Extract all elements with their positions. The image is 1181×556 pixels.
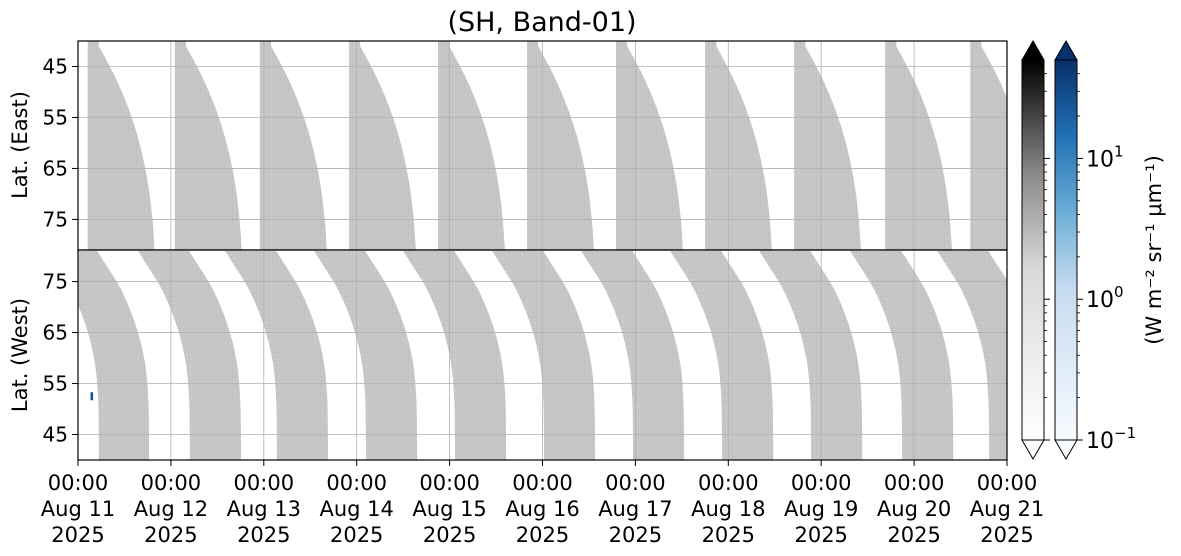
- chart-title: (SH, Band-01): [447, 7, 636, 38]
- x-tick-label: Aug 16: [505, 497, 579, 521]
- x-tick-label: Aug 12: [134, 497, 208, 521]
- x-tick-label: 2025: [144, 523, 197, 547]
- west-coverage-stripe: [670, 251, 774, 460]
- east-coverage-stripe: [885, 41, 952, 250]
- west-y-axis-label: Lat. (West): [8, 298, 32, 412]
- x-tick-label: 2025: [423, 523, 476, 547]
- west-coverage-stripe: [403, 251, 507, 460]
- west-y-tick-label: 55: [43, 372, 68, 396]
- colorbar-tick-label: 100: [1086, 283, 1124, 313]
- west-y-tick-label: 65: [43, 321, 68, 345]
- x-tick-label: 2025: [51, 523, 104, 547]
- west-coverage-stripe: [225, 251, 329, 460]
- x-tick-label: 00:00: [326, 471, 387, 495]
- east-coverage-layer: [87, 41, 1007, 250]
- east-y-ticks: 45 55 65 75: [43, 54, 78, 231]
- x-tick-label: 2025: [887, 523, 940, 547]
- west-coverage-stripe: [937, 251, 1007, 460]
- x-tick-label: 2025: [516, 523, 569, 547]
- x-tick-label: 00:00: [605, 471, 666, 495]
- east-coverage-stripe: [527, 41, 594, 250]
- colorbar-tick-label: 101: [1086, 142, 1124, 172]
- west-coverage-stripe: [314, 251, 418, 460]
- east-y-axis-label: Lat. (East): [8, 91, 32, 199]
- east-y-tick-label: 45: [43, 54, 68, 78]
- x-tick-label: Aug 19: [784, 497, 858, 521]
- x-tick-label: Aug 14: [319, 497, 393, 521]
- east-coverage-stripe: [174, 41, 242, 250]
- x-tick-label: 00:00: [234, 471, 295, 495]
- x-tick-label: 2025: [980, 523, 1033, 547]
- east-y-tick-label: 65: [43, 156, 68, 180]
- west-coverage-stripe: [78, 251, 150, 460]
- x-tick-label: 2025: [794, 523, 847, 547]
- east-coverage-stripe: [970, 41, 1007, 250]
- panel-west: 75 65 55 45 Lat. (West): [8, 251, 1007, 460]
- colorbar-gray-extend-min: [1021, 439, 1045, 460]
- x-tick-label: 00:00: [884, 471, 945, 495]
- colorbar-ticks: 101 100 10−1: [1044, 73, 1136, 454]
- west-coverage-stripe: [137, 251, 241, 460]
- x-tick-label: 00:00: [419, 471, 480, 495]
- west-y-tick-label: 75: [43, 270, 68, 294]
- west-grid: [78, 251, 1007, 460]
- west-y-tick-label: 45: [43, 423, 68, 447]
- west-y-ticks: 75 65 55 45: [43, 270, 78, 447]
- x-tick-label: 00:00: [512, 471, 573, 495]
- east-coverage-stripe: [87, 41, 155, 250]
- colorbar-blue-bar: [1054, 59, 1078, 441]
- colorbar-blue-extend-max: [1054, 40, 1078, 61]
- x-tick-label: 00:00: [977, 471, 1038, 495]
- east-grid: [78, 41, 1007, 250]
- x-tick-label: 2025: [330, 523, 383, 547]
- x-tick-label: 00:00: [698, 471, 759, 495]
- east-coverage-stripe: [794, 41, 861, 250]
- west-outlier-mark: [90, 392, 94, 401]
- x-tick-label: 2025: [702, 523, 755, 547]
- x-tick-label: 00:00: [791, 471, 852, 495]
- x-tick-label: 2025: [237, 523, 290, 547]
- east-y-tick-label: 75: [43, 207, 68, 231]
- x-tick-label: 00:00: [48, 471, 109, 495]
- west-coverage-stripe: [492, 251, 596, 460]
- x-tick-label: Aug 18: [691, 497, 765, 521]
- x-tick-label: 00:00: [141, 471, 202, 495]
- colorbar-gray-extend-max: [1021, 40, 1045, 61]
- west-coverage-stripe: [759, 251, 863, 460]
- east-coverage-stripe: [259, 41, 327, 250]
- colorbar-blue-extend-min: [1054, 439, 1078, 460]
- east-coverage-stripe: [705, 41, 772, 250]
- colorbar-label: (W m⁻² sr⁻¹ μm⁻¹): [1142, 155, 1166, 345]
- colorbar-tick-label: 10−1: [1086, 424, 1136, 454]
- x-tick-label: Aug 20: [877, 497, 951, 521]
- west-coverage-stripe: [850, 251, 954, 460]
- east-coverage-stripe: [437, 41, 505, 250]
- panel-east: 45 55 65 75 Lat. (East): [8, 41, 1007, 250]
- x-tick-label: Aug 15: [412, 497, 486, 521]
- x-tick-label: Aug 13: [227, 497, 301, 521]
- west-coverage-layer: [78, 251, 1007, 460]
- colorbar-gray: [1021, 40, 1045, 460]
- x-tick-label: 2025: [609, 523, 662, 547]
- x-tick-label: Aug 21: [970, 497, 1044, 521]
- colorbar-blue: [1054, 40, 1078, 460]
- east-coverage-stripe: [616, 41, 683, 250]
- east-coverage-stripe: [348, 41, 416, 250]
- east-y-tick-label: 55: [43, 105, 68, 129]
- x-tick-label: Aug 17: [598, 497, 672, 521]
- colorbar-gray-bar: [1021, 59, 1045, 441]
- x-tick-label: Aug 11: [41, 497, 115, 521]
- west-coverage-stripe: [581, 251, 685, 460]
